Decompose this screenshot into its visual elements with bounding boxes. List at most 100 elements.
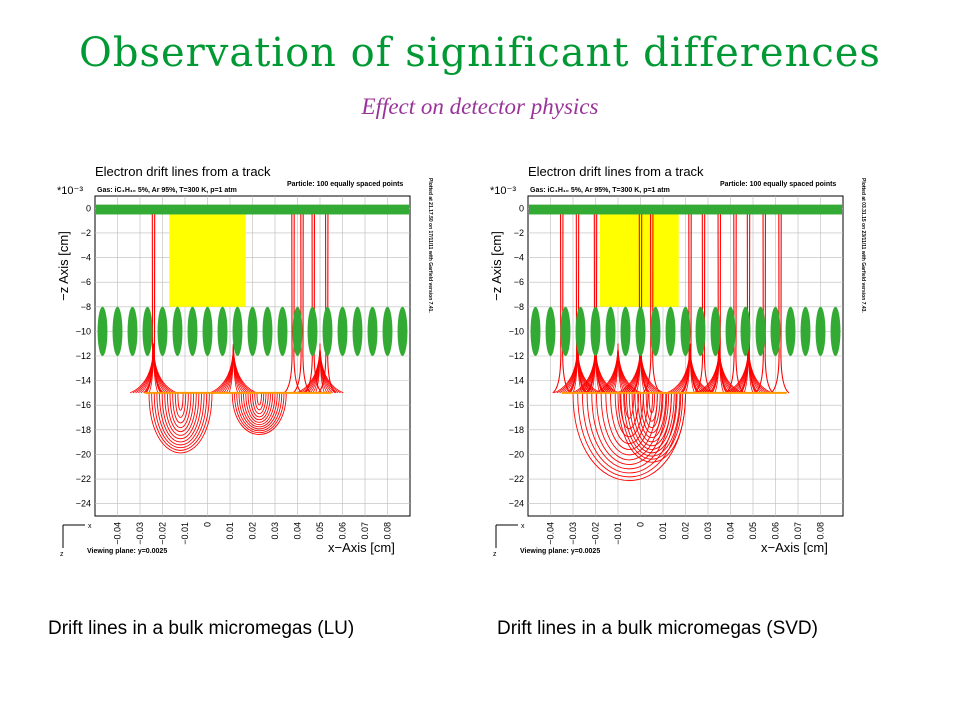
wire-ellipse: [695, 306, 706, 356]
wire-ellipse: [740, 306, 751, 356]
drift-loop: [640, 392, 664, 434]
wire-ellipse: [575, 306, 586, 356]
wire-ellipse: [202, 306, 213, 356]
drift-line-fan: [695, 343, 743, 394]
wire-ellipse: [97, 306, 108, 356]
wire-ellipse: [187, 306, 198, 356]
y-axis-label: −z Axis [cm]: [489, 231, 504, 301]
x-tick-label: 0.02: [681, 522, 691, 540]
y-tick-label: −12: [509, 351, 524, 361]
wire-ellipse: [142, 306, 153, 356]
chart-title: Electron drift lines from a track: [528, 164, 704, 179]
drift-loop: [256, 392, 262, 406]
drift-line-fan: [666, 343, 714, 394]
y-tick-label: 0: [519, 203, 524, 213]
caption-svd: Drift lines in a bulk micromegas (SVD): [497, 618, 818, 639]
drift-loop: [645, 392, 658, 422]
orient-x-letter: x: [88, 523, 92, 530]
plot-area: [529, 204, 842, 481]
x-axis-label: x−Axis [cm]: [761, 540, 828, 555]
x-tick-label: 0.08: [816, 522, 826, 540]
wire-ellipse: [397, 306, 408, 356]
drift-line-fan: [594, 343, 642, 394]
wire-ellipse: [725, 306, 736, 356]
wire-ellipse: [127, 306, 138, 356]
drift-loop: [174, 392, 187, 418]
drift-line-fan: [209, 343, 257, 394]
wire-ellipse: [680, 306, 691, 356]
x-tick-label: 0: [636, 522, 646, 527]
drift-loop: [236, 392, 283, 432]
y-tick-label: −24: [509, 499, 524, 509]
wire-ellipse: [217, 306, 228, 356]
wire-ellipse: [367, 306, 378, 356]
drift-loop: [238, 392, 280, 430]
orient-z-letter: z: [60, 551, 64, 558]
chart-title: Electron drift lines from a track: [95, 164, 271, 179]
drift-loop: [156, 392, 205, 446]
drift-loop: [245, 392, 274, 423]
x-tick-label: 0.06: [338, 522, 348, 540]
x-tick-label: 0.07: [793, 522, 803, 540]
x-tick-label: −0.01: [180, 522, 190, 545]
slide-subtitle: Effect on detector physics: [361, 94, 599, 119]
y-axis-label: −z Axis [cm]: [56, 231, 71, 301]
drift-loop: [249, 392, 269, 418]
wire-ellipse: [112, 306, 123, 356]
particle-label: Particle: 100 equally spaced points: [720, 181, 836, 188]
orient-x-letter: x: [521, 523, 525, 530]
x-tick-label: 0.08: [383, 522, 393, 540]
particle-label: Particle: 100 equally spaced points: [287, 181, 403, 188]
viewing-plane-label: Viewing plane: y=0.0025: [520, 548, 600, 555]
y-tick-label: −6: [81, 277, 91, 287]
wire-ellipse: [830, 306, 841, 356]
gas-label: Gas: iC₄H₁₀ 5%, Ar 95%, T=300 K, p=1 atm: [530, 187, 670, 194]
y-exponent: *10⁻³: [57, 185, 83, 197]
drift-loop: [617, 392, 686, 463]
plot-timestamp: Plotted at 03.31.15 on 23/11/11 with Gar…: [860, 178, 866, 313]
x-tick-label: 0.03: [270, 522, 280, 540]
wire-ellipse: [710, 306, 721, 356]
y-tick-label: 0: [86, 203, 91, 213]
drift-loop: [642, 392, 661, 428]
x-tick-label: −0.01: [613, 522, 623, 545]
y-tick-label: −20: [509, 449, 524, 459]
x-tick-label: 0.05: [748, 522, 758, 540]
wire-ellipse: [605, 306, 616, 356]
wire-ellipse: [755, 306, 766, 356]
wire-ellipse: [277, 306, 288, 356]
drift-loop: [231, 392, 287, 435]
drift-loop: [624, 392, 635, 419]
drift-loop: [234, 392, 285, 433]
drift-line-fan: [129, 343, 178, 394]
wire-ellipse: [157, 306, 168, 356]
x-tick-label: 0.05: [315, 522, 325, 540]
y-tick-label: −4: [81, 253, 91, 263]
drift-loop: [610, 392, 649, 444]
y-tick-label: −20: [76, 449, 91, 459]
drift-loop: [648, 392, 656, 414]
x-tick-label: 0.06: [771, 522, 781, 540]
y-exponent: *10⁻³: [490, 185, 516, 197]
plot-timestamp: Plotted at 21.17.50 on 17/11/11 with Gar…: [427, 178, 433, 313]
drift-loop: [631, 392, 672, 447]
x-tick-label: −0.04: [546, 522, 556, 545]
wire-ellipse: [382, 306, 393, 356]
viewing-plane-label: Viewing plane: y=0.0025: [87, 548, 167, 555]
drift-loop: [600, 392, 658, 456]
x-axis-label: x−Axis [cm]: [328, 540, 395, 555]
drift-loop: [591, 392, 668, 465]
y-tick-label: −18: [76, 425, 91, 435]
drift-line-fan: [296, 343, 344, 394]
caption-lu: Drift lines in a bulk micromegas (LU): [48, 618, 355, 639]
y-tick-label: −22: [509, 474, 524, 484]
gas-label: Gas: iC₄H₁₀ 5%, Ar 95%, T=300 K, p=1 atm: [97, 187, 237, 194]
slide-title: Observation of significant differences: [79, 30, 881, 76]
wire-ellipse: [530, 306, 541, 356]
drift-loop: [169, 392, 192, 428]
plot-area: [96, 204, 409, 454]
orient-z-letter: z: [493, 551, 497, 558]
y-tick-label: −8: [514, 302, 524, 312]
x-tick-label: −0.04: [113, 522, 123, 545]
anode-strip: [529, 204, 842, 215]
